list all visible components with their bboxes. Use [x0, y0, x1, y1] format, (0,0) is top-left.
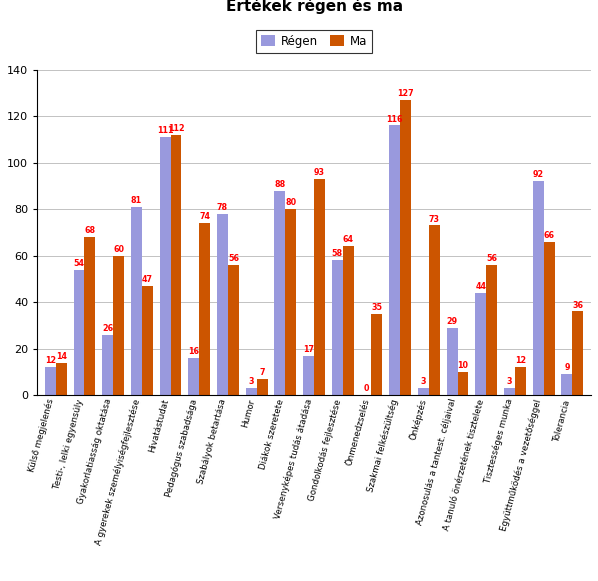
Bar	[285, 209, 296, 395]
Text: 68: 68	[84, 226, 96, 235]
Text: 92: 92	[533, 170, 544, 180]
Text: 44: 44	[475, 282, 486, 291]
Text: 17: 17	[303, 345, 314, 354]
Text: 26: 26	[102, 324, 113, 333]
Text: 60: 60	[113, 245, 124, 254]
Bar	[170, 135, 181, 395]
Bar	[56, 363, 66, 395]
Text: 80: 80	[285, 198, 297, 207]
Text: 111: 111	[157, 126, 173, 135]
Text: 0: 0	[363, 384, 369, 393]
Text: 93: 93	[314, 168, 325, 177]
Text: 36: 36	[572, 300, 584, 310]
Bar	[142, 286, 152, 395]
Title: Értékek régen és ma: Értékek régen és ma	[225, 0, 402, 15]
Bar	[544, 242, 554, 395]
Bar	[303, 356, 314, 395]
Text: 56: 56	[228, 254, 239, 263]
Text: 3: 3	[507, 377, 512, 386]
Text: 9: 9	[564, 363, 570, 372]
Bar	[533, 181, 544, 395]
Bar	[217, 214, 228, 395]
Bar	[389, 125, 400, 395]
Bar	[113, 256, 124, 395]
Text: 29: 29	[447, 317, 457, 326]
Text: 73: 73	[429, 214, 440, 224]
Bar	[343, 246, 353, 395]
Bar	[131, 207, 142, 395]
Bar	[486, 265, 497, 395]
Bar	[457, 372, 468, 395]
Bar	[504, 388, 515, 395]
Bar	[102, 335, 113, 395]
Bar	[562, 374, 572, 395]
Text: 112: 112	[167, 124, 184, 133]
Text: 78: 78	[217, 203, 228, 212]
Text: 58: 58	[332, 249, 343, 259]
Text: 12: 12	[515, 356, 526, 365]
Bar	[400, 100, 411, 395]
Bar	[418, 388, 429, 395]
Bar	[246, 388, 257, 395]
Bar	[447, 328, 457, 395]
Bar	[572, 311, 583, 395]
Bar	[84, 237, 95, 395]
Text: 64: 64	[343, 235, 354, 245]
Bar	[274, 191, 285, 395]
Bar	[314, 179, 325, 395]
Text: 116: 116	[386, 114, 403, 124]
Bar	[74, 270, 84, 395]
Text: 16: 16	[188, 347, 199, 356]
Text: 7: 7	[260, 368, 265, 377]
Text: 12: 12	[45, 356, 56, 365]
Bar	[257, 379, 267, 395]
Bar	[475, 293, 486, 395]
Text: 3: 3	[248, 377, 254, 386]
Legend: Régen, Ma: Régen, Ma	[256, 30, 372, 52]
Bar	[160, 137, 170, 395]
Bar	[332, 260, 343, 395]
Bar	[188, 358, 199, 395]
Bar	[199, 223, 210, 395]
Text: 10: 10	[457, 361, 469, 370]
Bar	[429, 225, 440, 395]
Text: 3: 3	[420, 377, 426, 386]
Text: 74: 74	[199, 212, 210, 221]
Text: 66: 66	[544, 231, 555, 240]
Text: 56: 56	[486, 254, 498, 263]
Bar	[371, 314, 382, 395]
Text: 54: 54	[74, 259, 84, 268]
Text: 81: 81	[131, 196, 142, 205]
Bar	[45, 367, 56, 395]
Text: 35: 35	[371, 303, 383, 312]
Bar	[515, 367, 526, 395]
Text: 88: 88	[274, 180, 286, 189]
Text: 127: 127	[397, 89, 414, 98]
Text: 47: 47	[142, 275, 153, 284]
Text: 14: 14	[56, 352, 67, 361]
Bar	[228, 265, 239, 395]
